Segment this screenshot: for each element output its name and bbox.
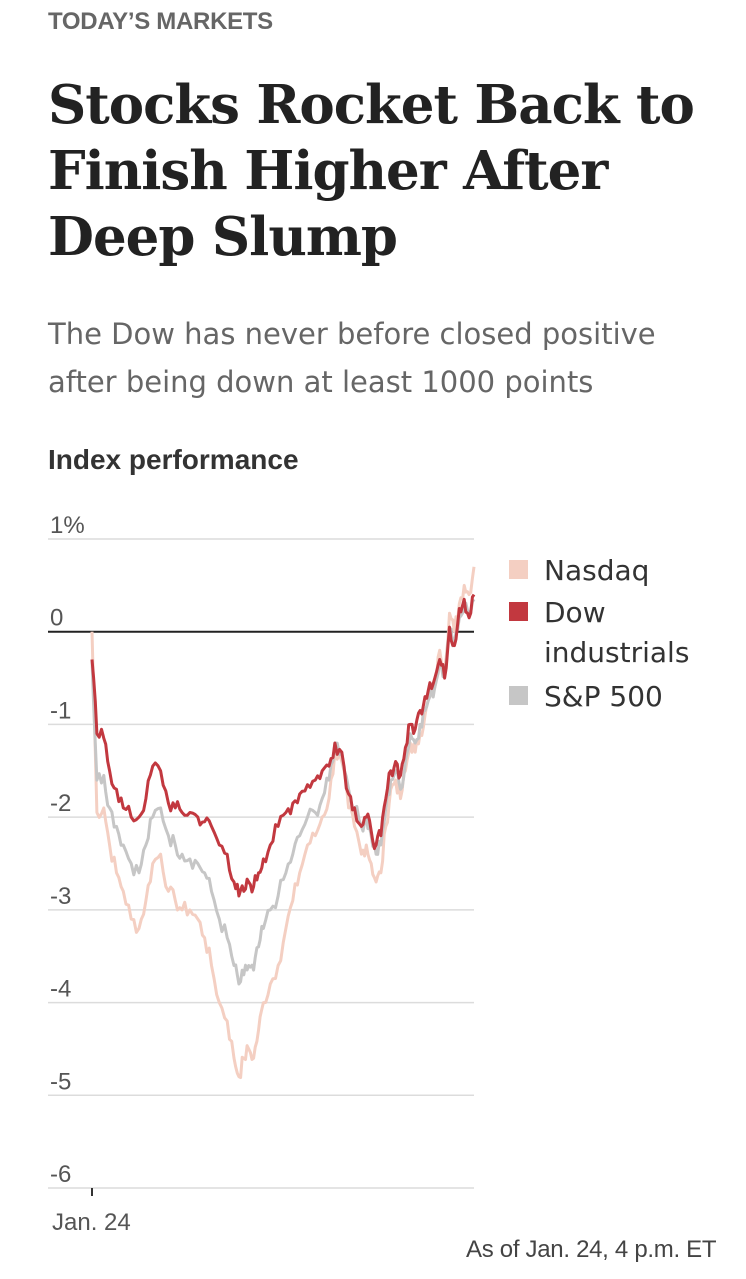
headline[interactable]: Stocks Rocket Back to Finish Higher Afte… — [48, 74, 695, 268]
series-line-dow-industrials — [90, 593, 476, 898]
section-kicker[interactable]: TODAY’S MARKETS — [48, 8, 273, 35]
x-tick-label: Jan. 24 — [52, 1209, 131, 1236]
legend-swatch — [509, 602, 528, 621]
legend: Nasdaq Dow industrials S&P 500 — [509, 554, 689, 713]
y-tick-label: -1 — [50, 697, 71, 724]
legend-swatch — [509, 686, 528, 705]
series-lines — [90, 566, 476, 1080]
y-tick-label: -6 — [50, 1161, 71, 1188]
dek: The Dow has never before closed positive… — [48, 317, 656, 399]
y-tick-label: -3 — [50, 883, 71, 910]
x-axis-ticks: Jan. 24 — [52, 1188, 131, 1236]
y-tick-label: -2 — [50, 790, 71, 817]
y-tick-label: -4 — [50, 976, 71, 1003]
legend-swatch — [509, 560, 528, 579]
y-tick-label: 0 — [50, 605, 63, 632]
source-note: As of Jan. 24, 4 p.m. ET — [466, 1236, 717, 1263]
legend-label: Dow — [544, 596, 606, 629]
series-line-s-p-500 — [90, 598, 476, 986]
series-line-nasdaq — [90, 566, 476, 1080]
legend-label: Nasdaq — [544, 554, 649, 587]
y-tick-label: 1% — [50, 512, 85, 539]
y-axis-ticks: 1% 0 -1 -2 -3 -4 -5 -6 — [50, 512, 85, 1188]
y-tick-label: -5 — [50, 1068, 71, 1095]
grid-lines — [48, 538, 474, 1189]
legend-label: industrials — [544, 636, 689, 669]
chart-title: Index performance — [48, 444, 299, 475]
legend-label: S&P 500 — [544, 680, 663, 713]
